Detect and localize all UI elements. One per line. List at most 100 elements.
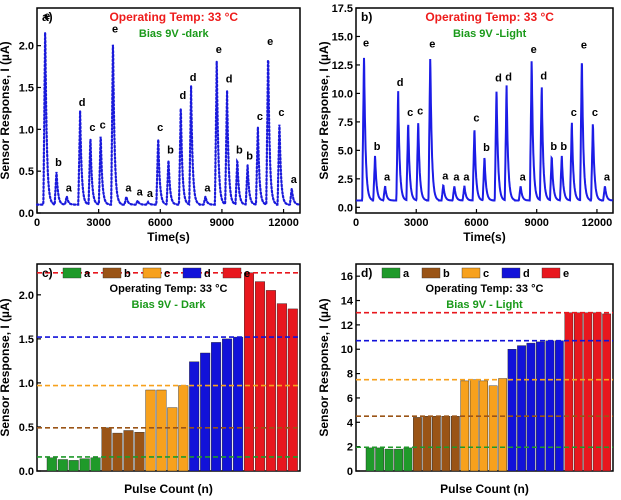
y-tick-label: 0.5 — [19, 166, 34, 178]
peak-label: b — [483, 142, 490, 154]
bar-d — [526, 342, 536, 472]
bar-b — [413, 417, 422, 472]
peak-label: e — [429, 38, 435, 50]
legend-label-e: e — [244, 268, 250, 280]
legend-swatch-b — [421, 267, 441, 279]
y-tick-label: 7.5 — [338, 117, 353, 129]
peak-label: b — [55, 157, 62, 169]
y-axis-label: Sensor Response, I (µA) — [0, 298, 12, 436]
panel-label: b) — [361, 10, 372, 24]
y-tick-label: 2.5 — [338, 174, 353, 186]
chart-subtitle: Bias 9V - Dark — [132, 299, 207, 311]
legend-swatch-c — [142, 267, 162, 279]
peak-label: d — [397, 77, 404, 89]
chart-title: Operating Temp: 33 °C — [425, 10, 554, 24]
y-tick-label: 12 — [341, 320, 353, 332]
peak-label: a — [604, 172, 611, 184]
x-tick-label: 12000 — [582, 217, 613, 229]
peak-label: b — [550, 141, 557, 153]
legend-label-d: d — [204, 268, 211, 280]
bar-a — [365, 447, 375, 472]
peak-label: c — [100, 120, 106, 132]
peak-label: c — [89, 122, 95, 134]
plot-frame — [36, 7, 301, 214]
y-tick-label: 5.0 — [338, 145, 353, 157]
bar-b — [101, 427, 112, 472]
y-axis-label: Sensor Response, I (µA) — [317, 41, 331, 179]
peak-label: a — [204, 182, 211, 194]
y-tick-label: 12.5 — [332, 60, 353, 72]
x-axis-label: Time(s) — [147, 230, 189, 244]
chart-title: Operating Temp: 33 °C — [109, 10, 238, 24]
plot-frame — [355, 7, 614, 214]
y-axis-label: Sensor Response, I (µA) — [317, 298, 331, 436]
bar-c — [167, 407, 178, 472]
y-tick-label: 6 — [347, 393, 353, 405]
chart-title: Operating Temp: 33 °C — [110, 283, 228, 295]
peak-label: b — [167, 145, 174, 157]
peak-label: e — [44, 11, 50, 23]
bar-d — [222, 338, 233, 472]
peak-label: a — [453, 172, 460, 184]
bar-c — [498, 378, 508, 472]
x-tick-label: 3000 — [404, 217, 428, 229]
y-tick-label: 1.5 — [19, 82, 34, 94]
peak-label: d — [495, 73, 502, 85]
panel-label: d) — [361, 266, 372, 280]
bar-b — [441, 416, 451, 472]
x-tick-label: 0 — [34, 217, 40, 229]
y-tick-label: 10.0 — [332, 88, 353, 100]
peak-label: a — [125, 182, 132, 194]
bar-e — [574, 312, 583, 472]
peak-label: c — [278, 107, 284, 119]
bar-c — [156, 389, 167, 472]
response-trace — [356, 57, 613, 202]
legend-swatch-a — [62, 267, 82, 279]
bar-a — [79, 458, 90, 472]
bar-e — [276, 303, 287, 472]
peak-label: b — [246, 150, 253, 162]
bar-a — [90, 457, 101, 472]
peak-label: b — [560, 141, 567, 153]
x-tick-label: 9000 — [524, 217, 548, 229]
y-tick-label: 0.0 — [19, 466, 34, 478]
bar-d — [211, 342, 222, 472]
bar-b — [422, 416, 432, 472]
peak-label: c — [417, 106, 423, 118]
y-tick-label: 2.0 — [19, 290, 34, 302]
bar-d — [507, 349, 517, 472]
legend-swatch-d — [501, 267, 521, 279]
peak-label: a — [137, 186, 144, 198]
y-tick-label: 2.0 — [19, 41, 34, 53]
y-axis-label: Sensor Response, I (µA) — [0, 41, 12, 179]
bar-a — [375, 447, 385, 472]
peak-label: c — [157, 122, 163, 134]
y-tick-label: 0.0 — [338, 202, 353, 214]
bar-d — [545, 340, 555, 472]
bar-a — [403, 447, 413, 472]
peak-label: d — [79, 97, 86, 109]
y-tick-label: 0.5 — [19, 422, 34, 434]
x-axis-label: Pulse Count (n) — [440, 482, 529, 496]
legend-label-c: c — [483, 268, 489, 280]
bar-a — [68, 460, 79, 472]
y-tick-label: 1.0 — [19, 378, 34, 390]
bar-d — [536, 341, 545, 472]
legend-swatch-b — [102, 267, 122, 279]
y-tick-label: 4 — [347, 417, 354, 429]
bar-e — [602, 313, 612, 472]
peak-label: d — [190, 72, 197, 84]
peak-label: d — [179, 90, 186, 102]
legend-swatch-d — [182, 267, 202, 279]
x-tick-label: 6000 — [464, 217, 488, 229]
bar-a — [46, 457, 57, 472]
peak-label: a — [66, 182, 73, 194]
peak-label: d — [226, 73, 233, 85]
peak-label: d — [540, 70, 547, 82]
bar-b — [134, 432, 145, 472]
peak-label: b — [374, 141, 381, 153]
bar-b — [432, 416, 441, 472]
x-tick-label: 0 — [353, 217, 359, 229]
peak-label: b — [236, 145, 243, 157]
